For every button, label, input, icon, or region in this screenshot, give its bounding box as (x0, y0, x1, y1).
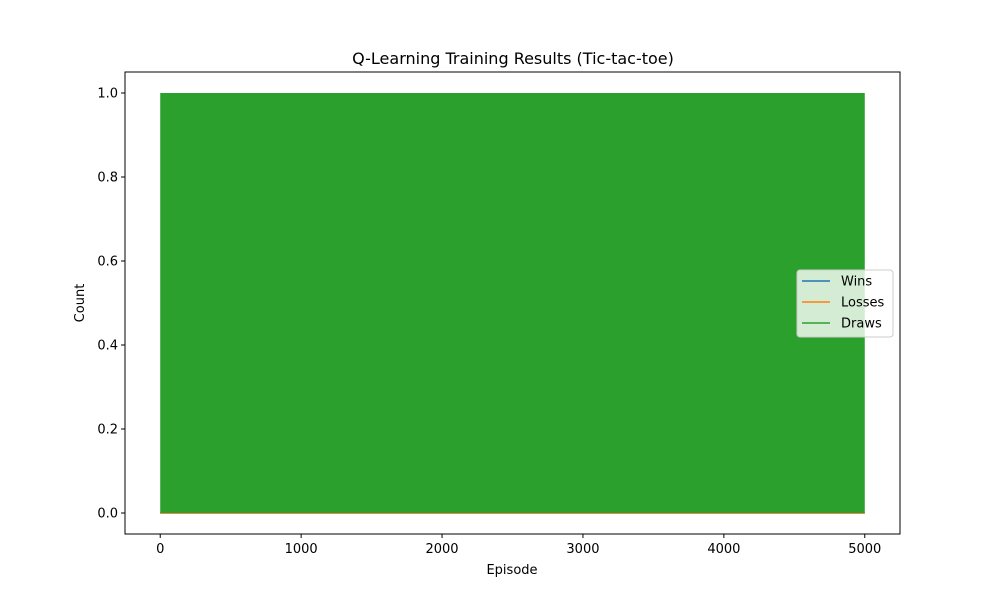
y-tick-label: 0.8 (97, 171, 118, 186)
series-draws-line (160, 93, 865, 513)
x-tick-label: 5000 (848, 542, 881, 557)
x-tick-label: 4000 (707, 542, 740, 557)
chart-title: Q-Learning Training Results (Tic-tac-toe… (352, 49, 674, 68)
x-axis: 0 1000 2000 3000 4000 5000 (156, 534, 881, 557)
legend-label-losses: Losses (841, 296, 885, 311)
y-axis: 0.0 0.2 0.4 0.6 0.8 1.0 (97, 87, 125, 522)
y-tick-label: 0.0 (97, 507, 118, 522)
legend-label-wins: Wins (841, 275, 872, 290)
x-tick-label: 2000 (425, 542, 458, 557)
series-layer (160, 93, 865, 514)
x-tick-label: 1000 (285, 542, 318, 557)
x-tick-label: 3000 (566, 542, 599, 557)
legend-label-draws: Draws (841, 317, 882, 332)
y-axis-label: Count (73, 284, 88, 323)
x-axis-label: Episode (486, 563, 537, 578)
x-tick-label: 0 (156, 542, 164, 557)
y-tick-label: 0.2 (97, 423, 118, 438)
y-tick-label: 0.6 (97, 255, 118, 270)
legend: Wins Losses Draws (796, 269, 894, 338)
y-tick-label: 0.4 (97, 339, 118, 354)
legend-box (796, 269, 894, 338)
plot-frame (124, 71, 901, 535)
y-tick-label: 1.0 (97, 87, 118, 102)
